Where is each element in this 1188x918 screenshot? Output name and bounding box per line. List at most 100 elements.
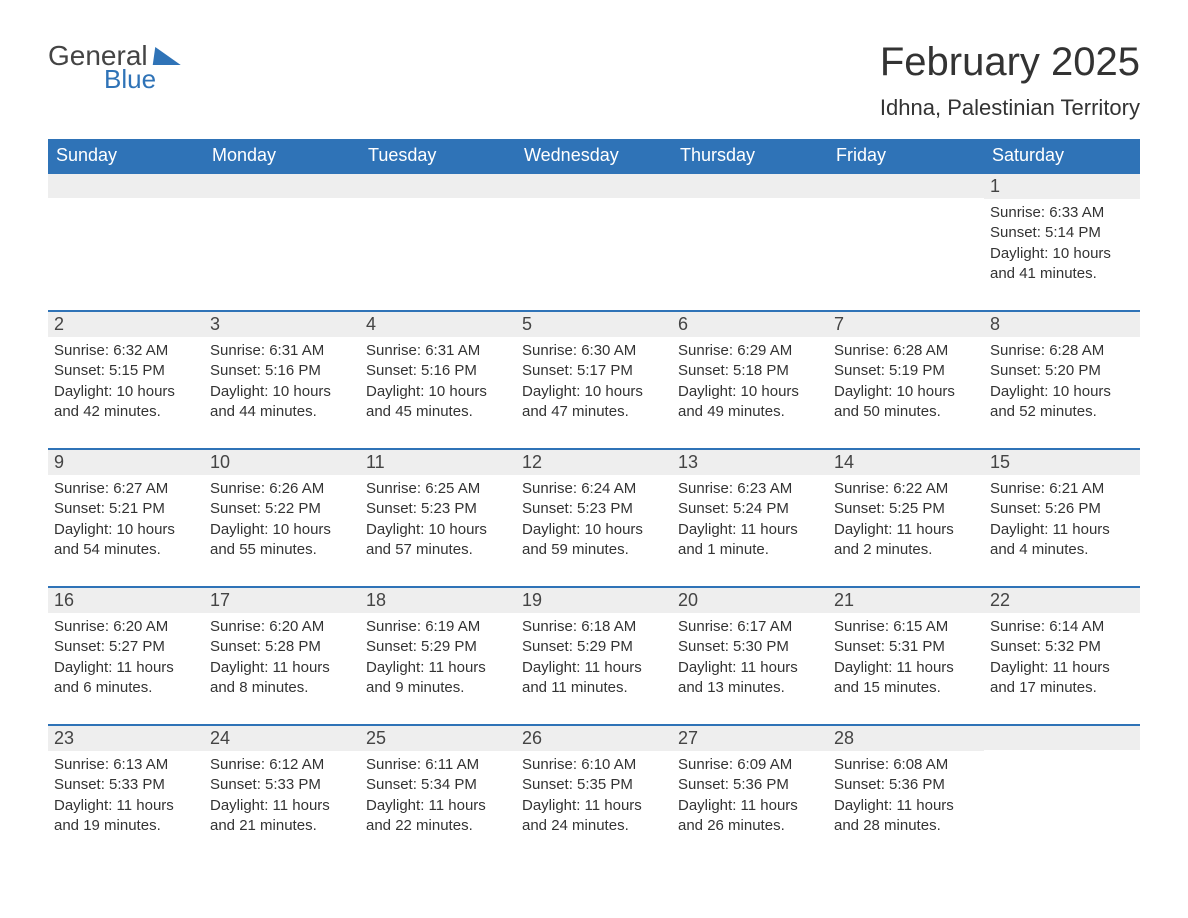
calendar-day: 12Sunrise: 6:24 AMSunset: 5:23 PMDayligh… xyxy=(516,449,672,587)
day-number-band: 1 xyxy=(984,174,1140,199)
day-details: Sunrise: 6:29 AMSunset: 5:18 PMDaylight:… xyxy=(672,337,828,448)
day-details: Sunrise: 6:32 AMSunset: 5:15 PMDaylight:… xyxy=(48,337,204,448)
daylight-line: Daylight: 10 hours and 50 minutes. xyxy=(834,382,978,423)
day-details: Sunrise: 6:22 AMSunset: 5:25 PMDaylight:… xyxy=(828,475,984,586)
calendar-day: 25Sunrise: 6:11 AMSunset: 5:34 PMDayligh… xyxy=(360,725,516,862)
day-details xyxy=(984,750,1140,858)
sunset-line: Sunset: 5:15 PM xyxy=(54,361,198,381)
day-number-band: 7 xyxy=(828,312,984,337)
day-header: Tuesday xyxy=(360,139,516,173)
day-number-band: 26 xyxy=(516,726,672,751)
daylight-line: Daylight: 11 hours and 22 minutes. xyxy=(366,796,510,837)
sunset-line: Sunset: 5:28 PM xyxy=(210,637,354,657)
day-details: Sunrise: 6:27 AMSunset: 5:21 PMDaylight:… xyxy=(48,475,204,586)
day-number-band: 27 xyxy=(672,726,828,751)
sunrise-line: Sunrise: 6:09 AM xyxy=(678,755,822,775)
day-number-band: 25 xyxy=(360,726,516,751)
day-header: Monday xyxy=(204,139,360,173)
calendar-day: 17Sunrise: 6:20 AMSunset: 5:28 PMDayligh… xyxy=(204,587,360,725)
calendar-day: 18Sunrise: 6:19 AMSunset: 5:29 PMDayligh… xyxy=(360,587,516,725)
day-number-band: 24 xyxy=(204,726,360,751)
calendar-week: 1Sunrise: 6:33 AMSunset: 5:14 PMDaylight… xyxy=(48,173,1140,311)
day-number-band: 10 xyxy=(204,450,360,475)
day-number-band: 4 xyxy=(360,312,516,337)
calendar-day: 13Sunrise: 6:23 AMSunset: 5:24 PMDayligh… xyxy=(672,449,828,587)
title-block: February 2025 Idhna, Palestinian Territo… xyxy=(880,40,1140,121)
daylight-line: Daylight: 11 hours and 1 minute. xyxy=(678,520,822,561)
day-number-band: 9 xyxy=(48,450,204,475)
calendar-day-empty xyxy=(672,173,828,311)
calendar-day: 26Sunrise: 6:10 AMSunset: 5:35 PMDayligh… xyxy=(516,725,672,862)
calendar-day: 24Sunrise: 6:12 AMSunset: 5:33 PMDayligh… xyxy=(204,725,360,862)
sunrise-line: Sunrise: 6:25 AM xyxy=(366,479,510,499)
sunset-line: Sunset: 5:17 PM xyxy=(522,361,666,381)
sunrise-line: Sunrise: 6:21 AM xyxy=(990,479,1134,499)
daylight-line: Daylight: 10 hours and 49 minutes. xyxy=(678,382,822,423)
daylight-line: Daylight: 11 hours and 15 minutes. xyxy=(834,658,978,699)
calendar-day-empty xyxy=(984,725,1140,862)
day-number-band: 2 xyxy=(48,312,204,337)
day-header: Saturday xyxy=(984,139,1140,173)
day-details: Sunrise: 6:21 AMSunset: 5:26 PMDaylight:… xyxy=(984,475,1140,586)
calendar-table: SundayMondayTuesdayWednesdayThursdayFrid… xyxy=(48,139,1140,862)
day-details: Sunrise: 6:09 AMSunset: 5:36 PMDaylight:… xyxy=(672,751,828,862)
day-number-band: 15 xyxy=(984,450,1140,475)
daylight-line: Daylight: 11 hours and 19 minutes. xyxy=(54,796,198,837)
day-details: Sunrise: 6:10 AMSunset: 5:35 PMDaylight:… xyxy=(516,751,672,862)
sunrise-line: Sunrise: 6:30 AM xyxy=(522,341,666,361)
calendar-day: 11Sunrise: 6:25 AMSunset: 5:23 PMDayligh… xyxy=(360,449,516,587)
day-details: Sunrise: 6:20 AMSunset: 5:27 PMDaylight:… xyxy=(48,613,204,724)
sunset-line: Sunset: 5:24 PM xyxy=(678,499,822,519)
day-number-band: 18 xyxy=(360,588,516,613)
day-details: Sunrise: 6:28 AMSunset: 5:20 PMDaylight:… xyxy=(984,337,1140,448)
sunrise-line: Sunrise: 6:28 AM xyxy=(834,341,978,361)
daylight-line: Daylight: 11 hours and 17 minutes. xyxy=(990,658,1134,699)
daylight-line: Daylight: 11 hours and 26 minutes. xyxy=(678,796,822,837)
calendar-day: 20Sunrise: 6:17 AMSunset: 5:30 PMDayligh… xyxy=(672,587,828,725)
day-number-band: 14 xyxy=(828,450,984,475)
sunrise-line: Sunrise: 6:20 AM xyxy=(54,617,198,637)
day-details: Sunrise: 6:18 AMSunset: 5:29 PMDaylight:… xyxy=(516,613,672,724)
day-number-band xyxy=(672,174,828,198)
day-details: Sunrise: 6:25 AMSunset: 5:23 PMDaylight:… xyxy=(360,475,516,586)
day-details xyxy=(360,198,516,306)
day-number-band xyxy=(516,174,672,198)
day-details: Sunrise: 6:28 AMSunset: 5:19 PMDaylight:… xyxy=(828,337,984,448)
sunrise-line: Sunrise: 6:27 AM xyxy=(54,479,198,499)
sunset-line: Sunset: 5:21 PM xyxy=(54,499,198,519)
day-number-band: 5 xyxy=(516,312,672,337)
sunrise-line: Sunrise: 6:33 AM xyxy=(990,203,1134,223)
brand-logo: General Blue xyxy=(48,40,182,95)
calendar-day-empty xyxy=(828,173,984,311)
sunrise-line: Sunrise: 6:28 AM xyxy=(990,341,1134,361)
sunrise-line: Sunrise: 6:23 AM xyxy=(678,479,822,499)
sunrise-line: Sunrise: 6:15 AM xyxy=(834,617,978,637)
day-header: Wednesday xyxy=(516,139,672,173)
sunset-line: Sunset: 5:32 PM xyxy=(990,637,1134,657)
day-header: Friday xyxy=(828,139,984,173)
calendar-day: 4Sunrise: 6:31 AMSunset: 5:16 PMDaylight… xyxy=(360,311,516,449)
sunset-line: Sunset: 5:16 PM xyxy=(210,361,354,381)
sunrise-line: Sunrise: 6:31 AM xyxy=(366,341,510,361)
calendar-day: 23Sunrise: 6:13 AMSunset: 5:33 PMDayligh… xyxy=(48,725,204,862)
daylight-line: Daylight: 10 hours and 41 minutes. xyxy=(990,244,1134,285)
day-number-band: 6 xyxy=(672,312,828,337)
day-number-band: 17 xyxy=(204,588,360,613)
day-details: Sunrise: 6:24 AMSunset: 5:23 PMDaylight:… xyxy=(516,475,672,586)
day-number-band xyxy=(204,174,360,198)
day-number-band xyxy=(360,174,516,198)
calendar-week: 16Sunrise: 6:20 AMSunset: 5:27 PMDayligh… xyxy=(48,587,1140,725)
sunrise-line: Sunrise: 6:17 AM xyxy=(678,617,822,637)
sunset-line: Sunset: 5:14 PM xyxy=(990,223,1134,243)
day-number-band: 16 xyxy=(48,588,204,613)
calendar-day-empty xyxy=(204,173,360,311)
calendar-day-empty xyxy=(360,173,516,311)
day-number-band xyxy=(984,726,1140,750)
brand-part2: Blue xyxy=(104,64,182,95)
day-details: Sunrise: 6:17 AMSunset: 5:30 PMDaylight:… xyxy=(672,613,828,724)
day-details: Sunrise: 6:30 AMSunset: 5:17 PMDaylight:… xyxy=(516,337,672,448)
calendar-day: 3Sunrise: 6:31 AMSunset: 5:16 PMDaylight… xyxy=(204,311,360,449)
sunrise-line: Sunrise: 6:19 AM xyxy=(366,617,510,637)
calendar-day: 28Sunrise: 6:08 AMSunset: 5:36 PMDayligh… xyxy=(828,725,984,862)
day-details: Sunrise: 6:33 AMSunset: 5:14 PMDaylight:… xyxy=(984,199,1140,310)
